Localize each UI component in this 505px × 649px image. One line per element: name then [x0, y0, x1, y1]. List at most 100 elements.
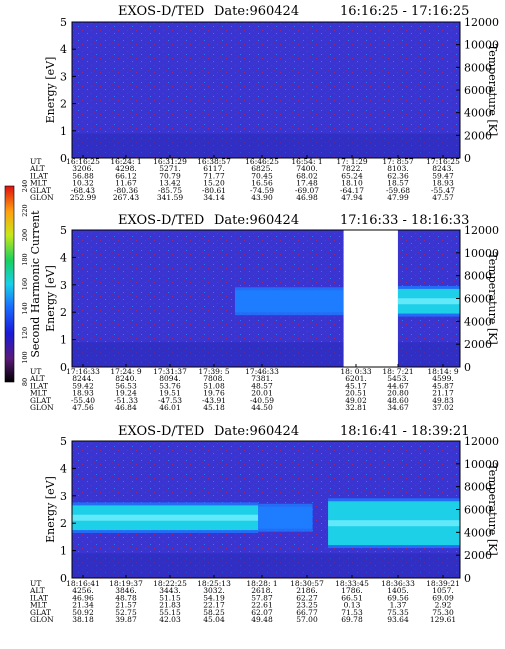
table-cell: 32.81 [345, 403, 366, 412]
band-segment [234, 290, 344, 313]
y2-tick-label: 10000 [464, 458, 499, 471]
table-cell: 18:39:21 [426, 579, 460, 588]
y-tick-label: 2 [60, 306, 67, 319]
table-cell: 1786. [341, 586, 362, 595]
table-cell: 49.02 [345, 396, 367, 405]
low-energy-region [72, 133, 460, 158]
table-cell: 39.87 [115, 615, 137, 624]
table-cell: 16:46:25 [245, 157, 279, 166]
colorbar-tick-label: 140 [21, 302, 29, 314]
table-cell: 6201. [345, 374, 366, 383]
table-cell: -80.36 [114, 186, 138, 195]
table-cell: 4599. [432, 374, 453, 383]
table-cell: 62.36 [387, 171, 409, 180]
table-cell: 45.87 [432, 381, 454, 390]
y2-tick-label: 10000 [464, 247, 499, 260]
low-energy-region [72, 553, 460, 578]
y-tick-label: 1 [60, 334, 67, 347]
table-cell: -55.40 [71, 396, 95, 405]
table-cell: 66.51 [341, 593, 362, 602]
y2-tick-label: 0 [464, 361, 471, 374]
table-row-label: ILAT [30, 381, 48, 390]
table-cell: 48.57 [251, 381, 273, 390]
table-cell: 8244. [72, 374, 93, 383]
table-cell: 46.96 [72, 593, 94, 602]
table-cell: -40.59 [250, 396, 274, 405]
table-row-label: UT [30, 367, 41, 376]
table-cell: 5271. [159, 164, 180, 173]
table-cell: 34.67 [387, 403, 409, 412]
table-cell: 17: 1:29 [336, 157, 368, 166]
table-cell: 45.18 [203, 403, 225, 412]
y2-axis-label: Temperature [K] [486, 463, 499, 555]
table-cell: 3846. [115, 586, 136, 595]
table-cell: 18:16:41 [66, 579, 100, 588]
table-cell: 16:38:57 [197, 157, 231, 166]
table-cell: 59.47 [432, 171, 454, 180]
panel-1: EXOS-D/TED Date:960424 16:16:25 - 17:16:25… [29, 4, 499, 202]
table-cell: 21.57 [115, 601, 137, 610]
table-cell: -64.17 [340, 186, 364, 195]
table-cell: 47.94 [341, 193, 363, 202]
band-peak [397, 298, 460, 305]
table-cell: -80.61 [202, 186, 226, 195]
table-cell: 23.25 [296, 601, 318, 610]
table-cell: 17: 8:57 [382, 157, 414, 166]
band-peak [72, 514, 259, 521]
table-row-label: ILAT [30, 593, 48, 602]
table-cell: 1057. [432, 586, 453, 595]
table-cell: 18:25:13 [197, 579, 231, 588]
table-cell: 57.87 [251, 593, 273, 602]
table-cell: 2618. [251, 586, 272, 595]
table-cell: 10.32 [72, 179, 94, 188]
y-tick-label: 0 [60, 152, 67, 165]
y-axis-label: Energy [eV] [44, 476, 57, 543]
band-segment [258, 506, 313, 529]
table-cell: 15.20 [203, 179, 225, 188]
y-tick-label: 5 [60, 224, 67, 237]
y2-tick-label: 2000 [464, 549, 492, 562]
table-cell: 42.03 [159, 615, 181, 624]
y2-tick-label: 8000 [464, 270, 492, 283]
y-tick-label: 3 [60, 70, 67, 83]
table-cell: 54.19 [203, 593, 225, 602]
table-cell: 47.99 [387, 193, 409, 202]
y-axis-label: Energy [eV] [44, 57, 57, 124]
table-cell: 21.34 [72, 601, 94, 610]
table-row-label: MLT [30, 601, 47, 610]
low-energy-region [72, 342, 460, 367]
table-cell: 17:46:33 [245, 367, 279, 376]
table-cell: 17:16:25 [426, 157, 460, 166]
table-cell: 65.24 [341, 171, 363, 180]
table-cell: 45.04 [203, 615, 225, 624]
table-cell: 45.17 [345, 381, 367, 390]
y-tick-label: 1 [60, 125, 67, 138]
y-tick-label: 2 [60, 517, 67, 530]
table-cell: 46.01 [159, 403, 180, 412]
y-tick-label: 0 [60, 572, 67, 585]
y-tick-label: 0 [60, 361, 67, 374]
table-cell: 70.79 [159, 171, 181, 180]
table-cell: -85.75 [158, 186, 182, 195]
table-cell: 7381. [251, 374, 272, 383]
table-cell: 62.07 [251, 608, 273, 617]
table-cell: 59.42 [72, 381, 94, 390]
y-tick-label: 5 [60, 435, 67, 448]
table-cell: 7400. [296, 164, 317, 173]
table-cell: 20.80 [387, 389, 409, 398]
table-cell: 58.25 [203, 608, 225, 617]
table-row-label: ALT [29, 586, 45, 595]
y2-tick-label: 4000 [464, 107, 492, 120]
table-cell: 43.90 [251, 193, 273, 202]
y-tick-label: 3 [60, 279, 67, 292]
colorbar-tick-label: 180 [21, 253, 29, 265]
table-cell: 4256. [72, 586, 93, 595]
table-cell: 252.99 [70, 193, 96, 202]
table-row-label: ILAT [30, 171, 48, 180]
table-cell: 18:22:25 [153, 579, 187, 588]
y2-tick-label: 10000 [464, 39, 499, 52]
table-cell: 44.50 [251, 403, 273, 412]
table-row-label: UT [30, 157, 41, 166]
table-cell: 68.02 [296, 171, 318, 180]
